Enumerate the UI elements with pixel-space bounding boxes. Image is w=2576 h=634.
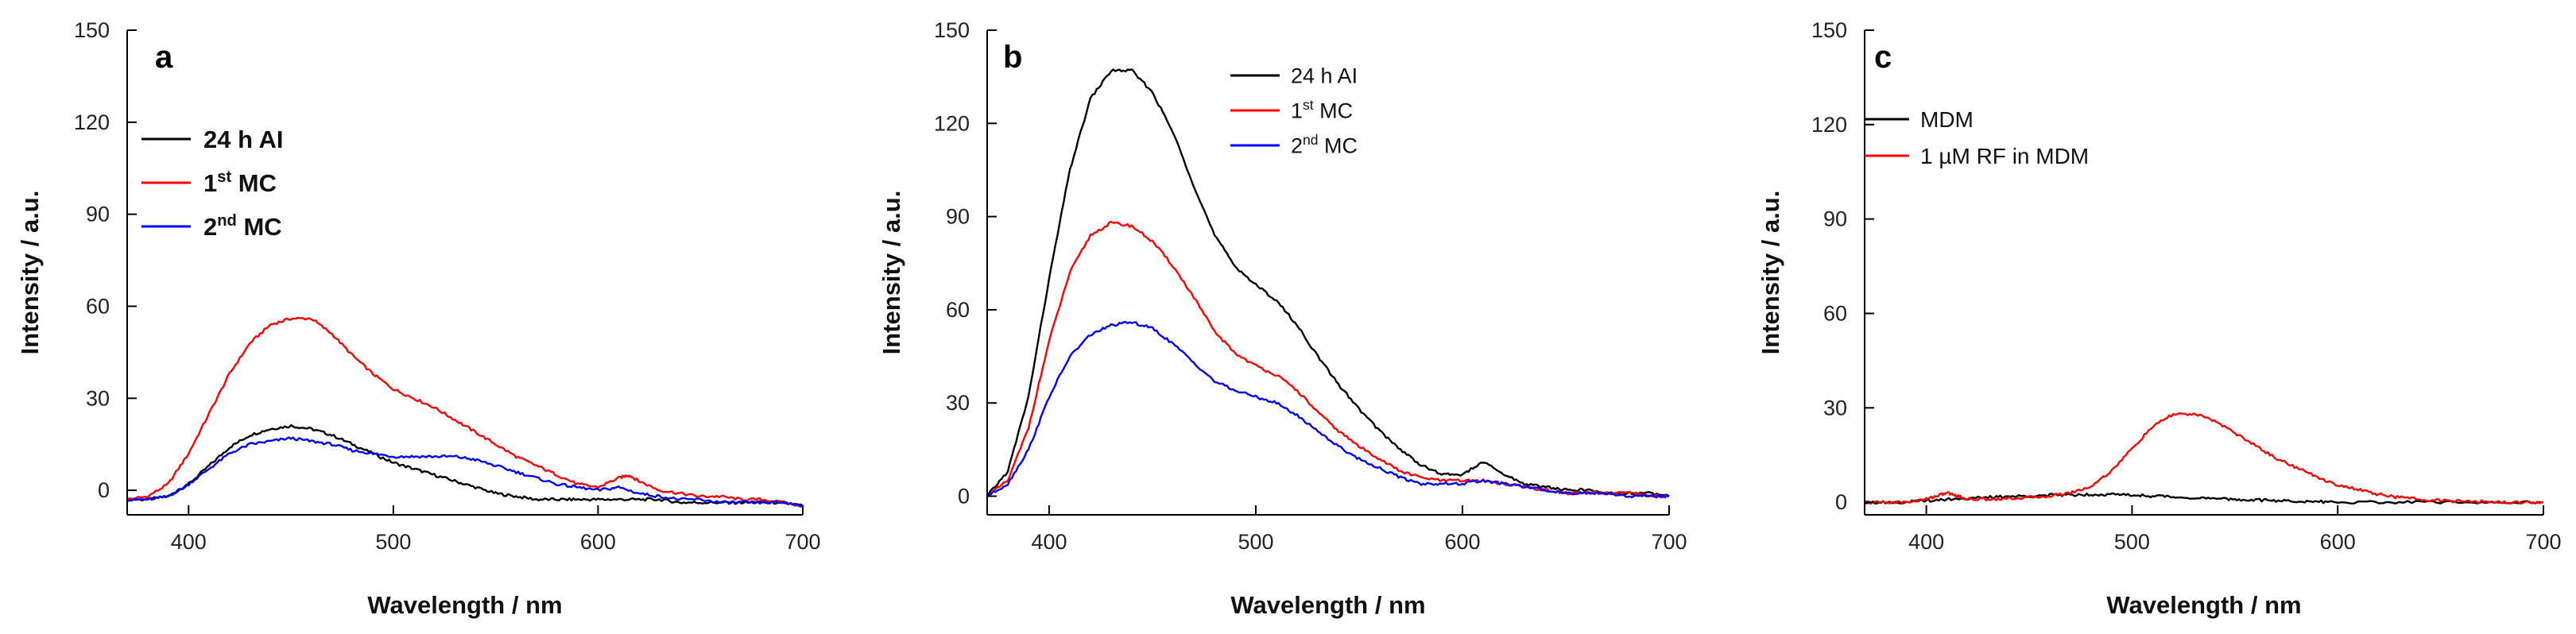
legend-label: 1st MC bbox=[1291, 97, 1353, 123]
y-tick-label: 30 bbox=[1823, 396, 1847, 419]
panel-c-letter: c bbox=[1874, 40, 1892, 75]
x-tick-label: 500 bbox=[1238, 530, 1273, 554]
y-tick-label: 150 bbox=[934, 18, 970, 42]
panel-a: a 0 30 60 90 120 150 400 500 600 700 Wavelength /… bbox=[16, 18, 821, 619]
panel-b-y-axis-title: Intensity / a.u. bbox=[877, 191, 905, 355]
panel-a-legend: 24 h AI 1st MC 2nd MC bbox=[141, 126, 284, 241]
x-tick-label: 400 bbox=[1031, 530, 1067, 554]
y-tick-label: 120 bbox=[934, 111, 970, 135]
y-tick-label: 150 bbox=[74, 18, 110, 42]
y-tick-label: 90 bbox=[86, 203, 110, 226]
legend-label: 1 µM RF in MDM bbox=[1920, 144, 2089, 168]
panel-c: c 0 30 60 90 120 150 400 500 600 700 Wavelength /… bbox=[1757, 18, 2562, 619]
y-tick-label: 120 bbox=[1811, 113, 1847, 137]
panel-c-y-axis-title: Intensity / a.u. bbox=[1757, 191, 1784, 355]
panel-b-series bbox=[986, 68, 1670, 499]
y-tick-label: 0 bbox=[98, 478, 110, 502]
x-tick-label: 400 bbox=[1908, 530, 1944, 554]
series-line-24-h-ai bbox=[126, 424, 804, 507]
series-line-2nd-mc bbox=[986, 321, 1670, 499]
legend-label: 24 h AI bbox=[1291, 64, 1358, 88]
x-tick-label: 600 bbox=[1444, 530, 1480, 554]
y-tick-label: 0 bbox=[958, 485, 970, 508]
panel-a-axes: 0 30 60 90 120 150 400 500 600 700 bbox=[74, 18, 821, 554]
x-tick-label: 500 bbox=[375, 530, 411, 554]
y-tick-label: 30 bbox=[946, 391, 970, 415]
x-tick-label: 700 bbox=[1651, 530, 1687, 554]
series-line-24-h-ai bbox=[986, 68, 1670, 497]
legend-label: 2nd MC bbox=[203, 212, 282, 241]
y-tick-label: 30 bbox=[86, 386, 110, 410]
panel-c-series bbox=[1864, 412, 2544, 505]
panel-a-letter: a bbox=[155, 40, 173, 75]
series-line-1st-mc bbox=[126, 316, 804, 508]
x-tick-label: 600 bbox=[580, 530, 616, 554]
panel-a-x-axis-title: Wavelength / nm bbox=[367, 591, 562, 619]
y-tick-label: 150 bbox=[1811, 18, 1847, 42]
panel-a-y-axis-title: Intensity / a.u. bbox=[16, 191, 44, 355]
panel-a-series bbox=[126, 316, 804, 508]
panel-c-legend: MDM 1 µM RF in MDM bbox=[1865, 107, 2089, 168]
y-tick-label: 60 bbox=[1823, 301, 1847, 325]
series-line-mdm bbox=[1864, 492, 2544, 504]
panel-b-letter: b bbox=[1003, 40, 1022, 75]
legend-label: MDM bbox=[1920, 107, 1974, 132]
y-tick-label: 60 bbox=[86, 294, 110, 318]
series-line-2nd-mc bbox=[126, 436, 804, 508]
x-tick-label: 700 bbox=[784, 530, 820, 554]
panel-b-axes: 0 30 60 90 120 150 400 500 600 700 bbox=[934, 18, 1687, 554]
series-line-1-m-rf-in-mdm bbox=[1864, 412, 2544, 505]
panel-b-x-axis-title: Wavelength / nm bbox=[1230, 591, 1425, 619]
panel-c-x-axis-title: Wavelength / nm bbox=[2106, 591, 2301, 619]
legend-label: 24 h AI bbox=[203, 126, 284, 153]
panel-c-axes: 0 30 60 90 120 150 400 500 600 700 bbox=[1811, 18, 2562, 554]
y-tick-label: 90 bbox=[946, 205, 970, 229]
panel-b-legend: 24 h AI 1st MC 2nd MC bbox=[1230, 64, 1358, 158]
legend-label: 1st MC bbox=[203, 168, 277, 197]
x-tick-label: 600 bbox=[2320, 530, 2356, 554]
x-tick-label: 400 bbox=[171, 530, 207, 554]
y-tick-label: 90 bbox=[1823, 207, 1847, 231]
y-tick-label: 0 bbox=[1835, 490, 1847, 514]
panel-b: b 0 30 60 90 120 150 400 500 600 700 Wavelength /… bbox=[877, 18, 1687, 619]
y-tick-label: 60 bbox=[946, 298, 970, 322]
x-tick-label: 500 bbox=[2114, 530, 2150, 554]
y-tick-label: 120 bbox=[74, 110, 110, 134]
legend-label: 2nd MC bbox=[1291, 132, 1358, 158]
x-tick-label: 700 bbox=[2525, 530, 2561, 554]
